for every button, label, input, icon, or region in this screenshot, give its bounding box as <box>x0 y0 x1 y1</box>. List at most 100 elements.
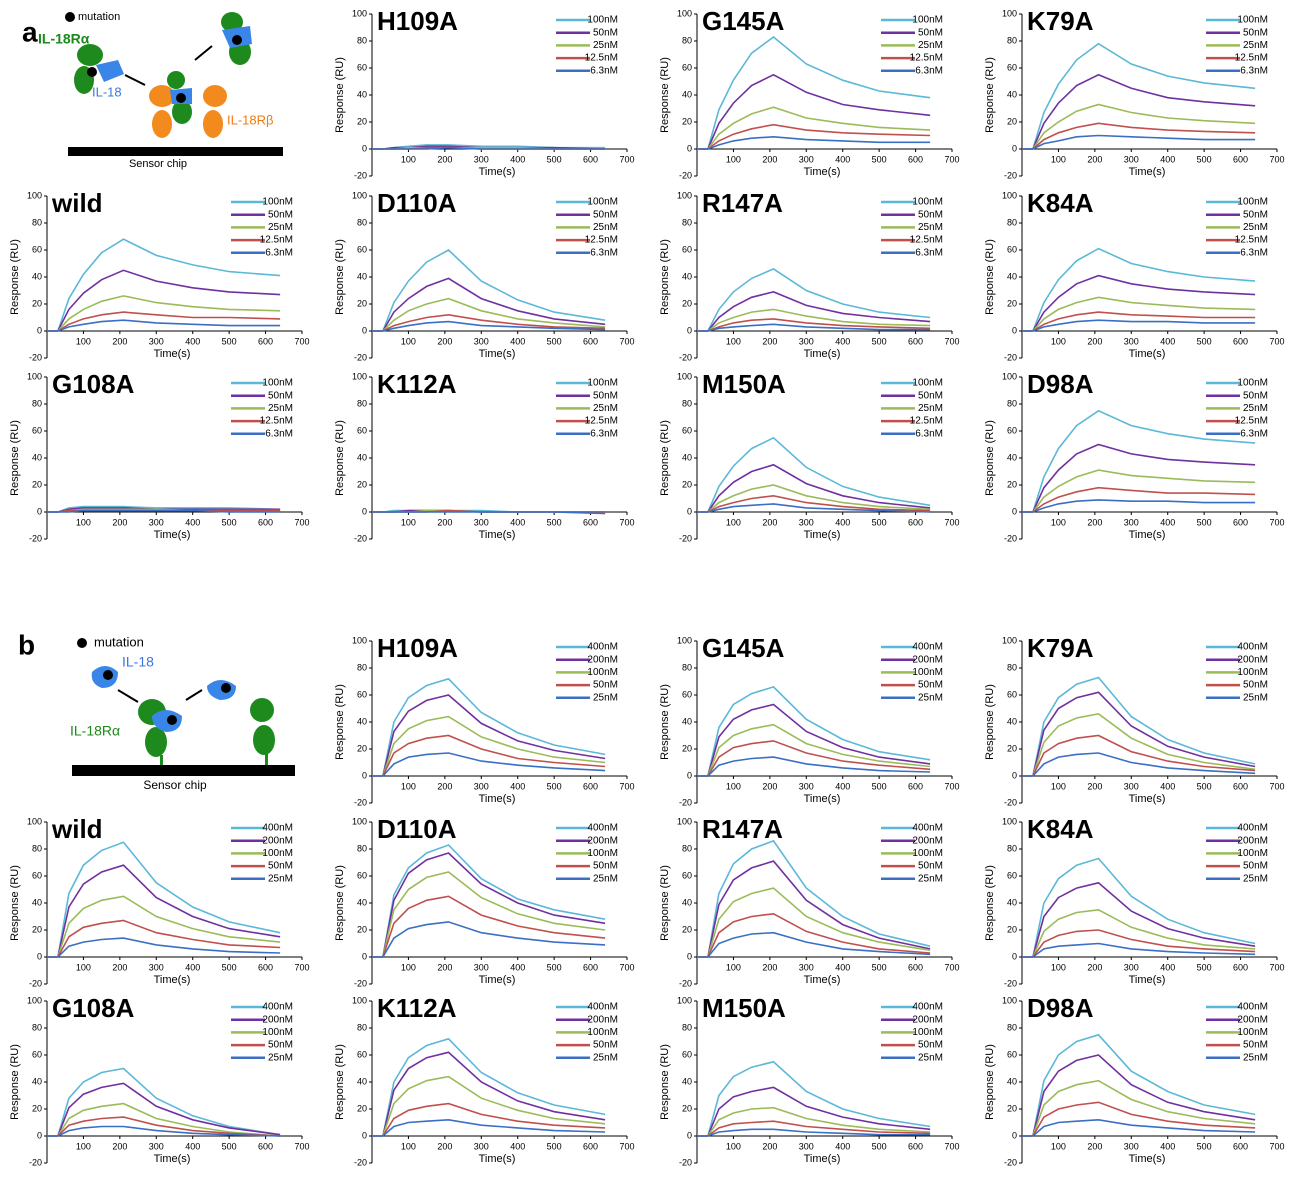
chart-title: G108A <box>52 993 135 1023</box>
series-line <box>47 1125 281 1137</box>
series-line <box>372 852 606 958</box>
y-tick-label: 60 <box>357 1049 367 1059</box>
x-tick-label: 700 <box>619 1141 634 1151</box>
y-tick-label: 100 <box>677 995 692 1005</box>
y-tick-label: 40 <box>682 271 692 281</box>
legend-label: 25nM <box>593 40 618 51</box>
receptor-label: IL-18Rα <box>70 723 120 739</box>
y-tick-label: 80 <box>357 1022 367 1032</box>
legend-label: 100nM <box>912 1027 943 1038</box>
y-tick-label: 100 <box>677 816 692 826</box>
series-line <box>372 1037 606 1137</box>
x-tick-label: 400 <box>510 336 525 346</box>
legend-label: 400nM <box>912 823 943 834</box>
x-tick-label: 300 <box>1124 154 1139 164</box>
legend-label: 50nM <box>1243 1040 1268 1051</box>
series-line <box>1022 734 1256 777</box>
x-axis-label: Time(s) <box>479 348 516 360</box>
ligand <box>96 60 124 82</box>
x-tick-label: 700 <box>1269 154 1284 164</box>
mutation-icon <box>103 670 113 680</box>
x-axis-label: Time(s) <box>154 1153 191 1165</box>
x-axis-label: Time(s) <box>804 1153 841 1165</box>
x-tick-label: 600 <box>583 517 598 527</box>
chart-title: R147A <box>702 814 783 844</box>
x-tick-label: 600 <box>908 962 923 972</box>
y-axis-label: Response (RU) <box>334 865 346 941</box>
legend-label: 50nM <box>593 390 618 401</box>
series-line <box>47 269 281 332</box>
legend-label: 25nM <box>918 873 943 884</box>
legend-label: 100nM <box>587 667 618 678</box>
x-axis-label: Time(s) <box>1129 529 1166 541</box>
legend-label: 25nM <box>593 692 618 703</box>
chart-panel: -20 0 20 40 60 80 100 100 200 300 400 500 600 700 Time… <box>334 6 635 181</box>
series-line <box>47 1116 281 1137</box>
legend-label: 25nM <box>593 873 618 884</box>
y-tick-label: 20 <box>682 924 692 934</box>
x-tick-label: 400 <box>1160 1141 1175 1151</box>
series-line <box>47 937 281 958</box>
chart-panel: -20 0 20 40 60 80 100 100 200 300 400 500 600 700 Time… <box>9 993 310 1168</box>
y-tick-label: 40 <box>682 1076 692 1086</box>
y-tick-label: 80 <box>1007 217 1017 227</box>
x-tick-label: 600 <box>258 962 273 972</box>
y-tick-label: 100 <box>1002 371 1017 381</box>
y-axis-label: Response (RU) <box>659 684 671 760</box>
legend-label: 25nM <box>1243 1052 1268 1063</box>
y-tick-label: 40 <box>357 89 367 99</box>
x-axis-label: Time(s) <box>154 974 191 986</box>
x-axis-label: Time(s) <box>1129 1153 1166 1165</box>
y-tick-label: 0 <box>687 1130 692 1140</box>
y-tick-label: 100 <box>1002 8 1017 18</box>
y-tick-label: 100 <box>27 816 42 826</box>
legend-label: 100nM <box>1237 378 1268 389</box>
legend-label: 12.5nM <box>585 416 618 427</box>
y-tick-label: 20 <box>357 1103 367 1113</box>
y-tick-label: 100 <box>1002 816 1017 826</box>
legend-label: 25nM <box>593 222 618 233</box>
y-tick-label: 80 <box>357 662 367 672</box>
x-tick-label: 700 <box>944 781 959 791</box>
x-tick-label: 100 <box>726 517 741 527</box>
legend-label: 12.5nM <box>910 416 943 427</box>
legend-label: 25nM <box>268 873 293 884</box>
y-axis-label: Response (RU) <box>334 239 346 315</box>
x-tick-label: 700 <box>294 517 309 527</box>
y-tick-label: 100 <box>677 635 692 645</box>
series-line <box>47 895 281 958</box>
x-tick-label: 300 <box>1124 336 1139 346</box>
x-axis-label: Time(s) <box>804 166 841 178</box>
x-tick-label: 600 <box>583 154 598 164</box>
y-tick-label: 60 <box>32 244 42 254</box>
y-tick-label: 60 <box>682 1049 692 1059</box>
x-tick-label: 300 <box>149 1141 164 1151</box>
series-line <box>47 1102 281 1137</box>
legend-label: 100nM <box>587 15 618 26</box>
legend-label: 100nM <box>262 197 293 208</box>
legend-label: 25nM <box>1243 403 1268 414</box>
series-line <box>372 297 606 332</box>
x-tick-label: 100 <box>401 154 416 164</box>
series-line <box>1022 311 1256 332</box>
y-axis-label: Response (RU) <box>984 57 996 133</box>
y-tick-label: 100 <box>27 995 42 1005</box>
y-tick-label: 80 <box>1007 843 1017 853</box>
receptor <box>250 698 274 722</box>
series-line <box>47 919 281 958</box>
series-line <box>1022 409 1256 513</box>
series-line <box>1022 469 1256 513</box>
x-tick-label: 200 <box>437 154 452 164</box>
y-tick-label: 0 <box>1012 1130 1017 1140</box>
series-line <box>1022 691 1256 777</box>
chart-panel: -20 0 20 40 60 80 100 100 200 300 400 500 600 700 Time… <box>334 633 635 808</box>
series-line <box>372 895 606 958</box>
legend-label: 50nM <box>593 861 618 872</box>
x-tick-label: 500 <box>222 517 237 527</box>
mutation-icon <box>65 12 75 22</box>
y-tick-label: 20 <box>357 479 367 489</box>
y-tick-label: -20 <box>1004 352 1017 362</box>
series-line <box>372 249 606 332</box>
series-line <box>1022 929 1256 958</box>
